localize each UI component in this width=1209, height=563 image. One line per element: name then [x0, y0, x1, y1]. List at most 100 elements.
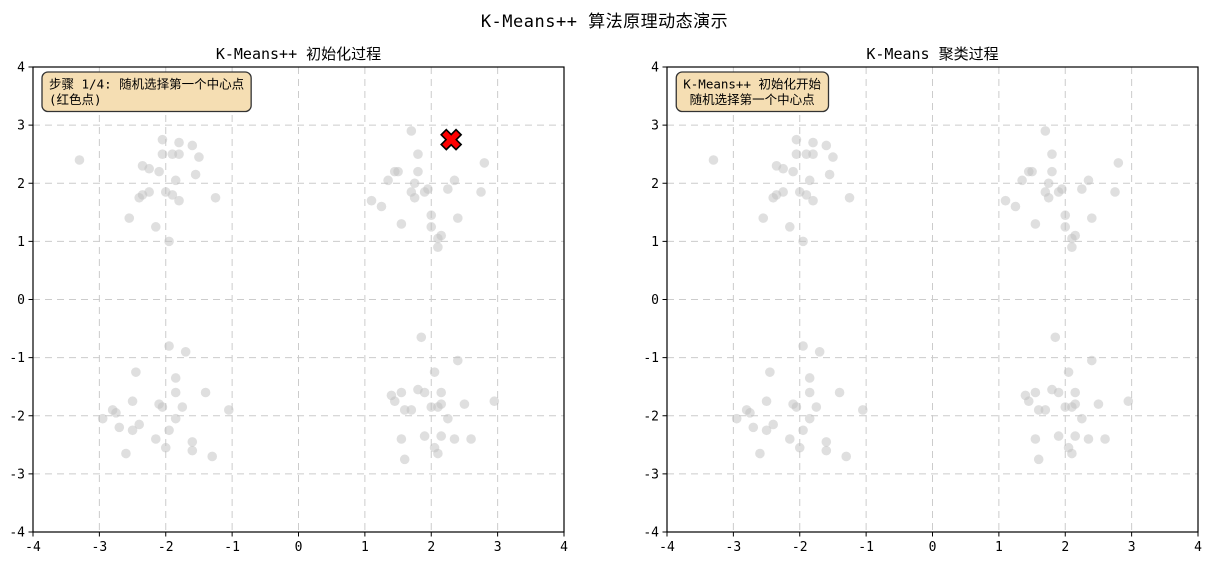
data-point [745, 408, 755, 418]
data-point [157, 134, 168, 145]
data-point [791, 402, 802, 412]
data-point [170, 373, 181, 383]
data-point [144, 163, 154, 174]
x-tick-label: 3 [494, 540, 502, 555]
x-tick-label: 4 [1194, 540, 1202, 555]
y-tick-label: -1 [9, 351, 25, 366]
data-point [834, 387, 845, 398]
data-point [824, 169, 835, 180]
data-point [453, 355, 463, 366]
data-point [1070, 387, 1081, 398]
data-point [190, 169, 201, 180]
data-point [194, 152, 204, 162]
data-point [443, 184, 453, 194]
data-point [433, 242, 443, 252]
y-tick-label: 0 [17, 293, 25, 308]
y-tick-label: -2 [9, 409, 25, 424]
data-point [1070, 431, 1081, 441]
data-point [778, 163, 788, 174]
y-tick-label: 0 [651, 293, 659, 308]
data-point [426, 402, 437, 412]
data-point [111, 408, 121, 418]
y-tick-label: 1 [17, 235, 25, 250]
data-point [804, 175, 815, 186]
x-tick-label: 2 [427, 540, 435, 555]
data-point [200, 387, 211, 398]
annotation-text: K-Means++ 初始化开始随机选择第一个中心点 [683, 77, 821, 108]
data-point [1077, 184, 1087, 194]
data-point [1050, 332, 1061, 343]
data-point [1077, 413, 1087, 424]
data-point [167, 190, 178, 200]
data-point [784, 222, 795, 232]
data-point [1087, 355, 1097, 366]
data-point [476, 187, 486, 197]
y-tick-label: -3 [9, 467, 25, 482]
data-point [97, 413, 108, 424]
data-point [804, 413, 815, 424]
data-point [765, 367, 775, 377]
data-point [416, 332, 427, 343]
data-point [489, 396, 500, 407]
x-tick-label: 4 [560, 540, 568, 555]
data-point [406, 405, 417, 415]
data-point [1047, 166, 1057, 177]
y-tick-label: 3 [651, 119, 659, 134]
data-point [1030, 219, 1041, 229]
data-point [1043, 178, 1054, 189]
annotation-line: K-Means++ 初始化开始 [683, 77, 821, 92]
x-tick-label: 1 [361, 540, 369, 555]
data-point [1113, 158, 1124, 168]
data-point [150, 434, 161, 444]
data-point [801, 149, 812, 159]
data-point [366, 195, 377, 206]
x-tick-label: 3 [1128, 540, 1136, 555]
data-point [409, 178, 420, 189]
x-tick-label: -2 [158, 540, 174, 555]
data-point [788, 166, 798, 177]
data-point [419, 387, 430, 398]
data-point [814, 347, 825, 357]
y-tick-label: 3 [17, 119, 25, 134]
data-point [406, 126, 417, 136]
data-point [828, 152, 838, 162]
data-point [74, 155, 85, 165]
x-tick-label: -3 [726, 540, 742, 555]
data-point [768, 419, 778, 430]
data-point [1033, 405, 1044, 415]
data-point [821, 445, 832, 456]
chart-title: K-Means++ 初始化过程 [216, 45, 381, 63]
data-point [174, 195, 184, 206]
data-point [466, 434, 476, 444]
data-point [1000, 195, 1011, 206]
x-tick-label: 0 [295, 540, 303, 555]
data-point [399, 405, 410, 415]
data-point [187, 445, 198, 456]
data-point [164, 236, 174, 247]
data-point [1040, 126, 1051, 136]
data-point [177, 402, 188, 412]
x-tick-label: -4 [659, 540, 675, 555]
data-point [1027, 166, 1037, 177]
data-point [1060, 402, 1071, 412]
data-point [127, 425, 138, 436]
data-point [731, 413, 742, 424]
y-tick-label: 2 [17, 177, 25, 192]
data-point [419, 187, 430, 197]
data-point [1067, 402, 1077, 412]
subplot-1: -4 -3 -2 -1 0 1 2 3 4 -4 -3 -2 -1 0 1 2 3 4 K-Means++ 初始化过… [9, 45, 568, 555]
y-tick-label: 1 [651, 235, 659, 250]
data-point [1017, 175, 1027, 186]
data-point [768, 192, 778, 203]
data-point [804, 373, 815, 383]
data-point [210, 192, 221, 203]
data-point [443, 413, 453, 424]
data-point [1060, 210, 1071, 221]
annotation-bg [675, 71, 830, 113]
x-tick-label: -4 [25, 540, 41, 555]
y-tick-label: 2 [651, 177, 659, 192]
y-tick-label: -4 [643, 526, 659, 541]
data-point [131, 367, 141, 377]
x-tick-label: 1 [995, 540, 1003, 555]
